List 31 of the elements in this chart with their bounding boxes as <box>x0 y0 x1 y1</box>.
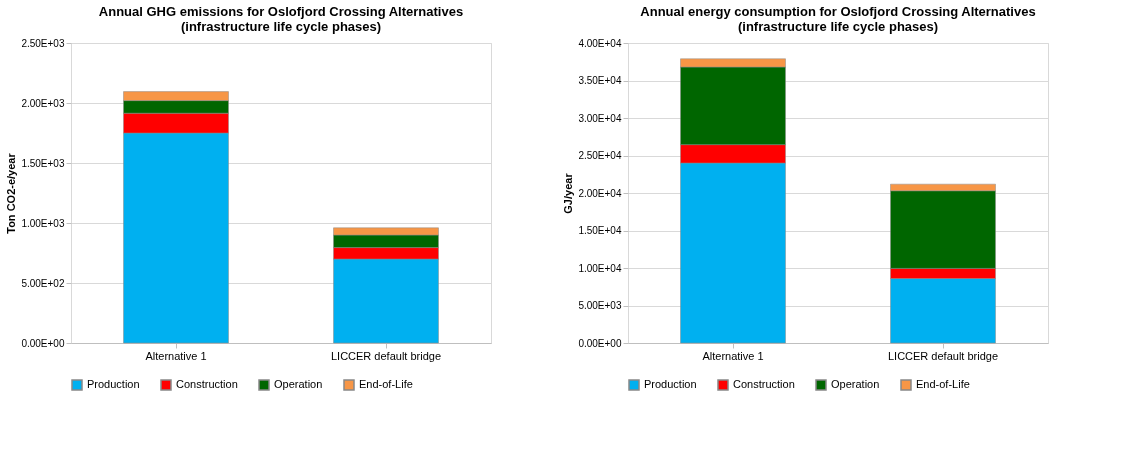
y-tick-label: 5.00E+03 <box>578 300 622 311</box>
legend-label: Production <box>644 378 697 390</box>
x-tick-label: LICCER default bridge <box>887 349 999 362</box>
x-tick-label: Alternative 1 <box>145 349 207 362</box>
legend-label: End-of-Life <box>359 378 413 390</box>
y-tick-label: 1.00E+04 <box>578 262 622 274</box>
legend-label: End-of-Life <box>916 378 970 390</box>
y-tick-label: 2.00E+03 <box>21 97 65 109</box>
legend-label: Production <box>87 378 140 390</box>
legend-label: Operation <box>831 378 880 390</box>
legend-label: Construction <box>176 378 238 390</box>
x-tick-label: LICCER default bridge <box>330 349 442 362</box>
y-tick-label: 2.00E+04 <box>578 187 622 199</box>
legend-label: Construction <box>733 378 795 390</box>
x-tick-label: Alternative 1 <box>702 349 764 362</box>
y-tick-label: 1.00E+03 <box>21 217 65 229</box>
y-tick-label: 4.00E+04 <box>578 37 622 49</box>
y-tick-label: 2.50E+03 <box>21 37 65 49</box>
y-tick-label: 0.00E+00 <box>578 337 622 349</box>
y-tick-label: 0.00E+00 <box>21 337 65 349</box>
chart-title: Annual energy consumption for Oslofjord Crossing Alternatives (infrastructure life cycle phases) <box>640 4 1036 34</box>
y-tick-label: 1.50E+04 <box>578 225 622 236</box>
y-axis-title: Ton CO2-e/year <box>5 152 18 234</box>
y-tick-label: 3.50E+04 <box>578 75 622 86</box>
chart-title: Annual GHG emissions for Oslofjord Crossing Alternatives (infrastructure life cycle phases) <box>98 4 464 34</box>
y-tick-label: 1.50E+03 <box>21 157 65 169</box>
legend-label: Operation <box>274 378 323 390</box>
y-axis-title: GJ/year <box>562 172 575 214</box>
y-tick-label: 2.50E+04 <box>578 150 622 161</box>
y-tick-label: 3.00E+04 <box>578 112 622 124</box>
y-tick-label: 5.00E+02 <box>21 277 65 289</box>
